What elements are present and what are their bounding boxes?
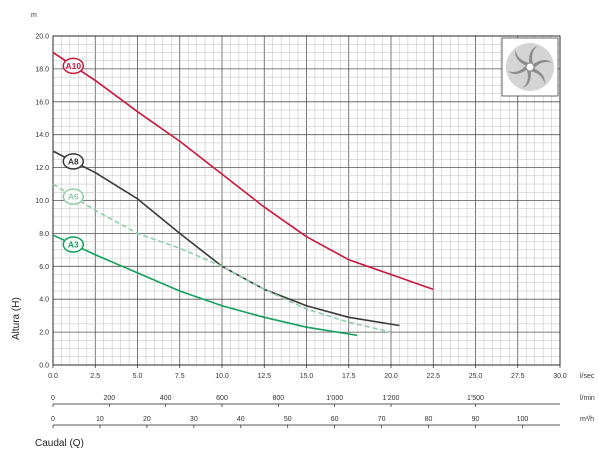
series-line-a3 — [52, 234, 358, 337]
x-tick-label: 22.5 — [426, 373, 440, 380]
x-axis-unit-label: l/min — [580, 395, 595, 402]
impeller-hub — [525, 62, 535, 72]
x-tick-label: 10.0 — [215, 373, 229, 380]
x-tick-label: 50 — [284, 416, 292, 423]
y-tick-label: 8.0 — [39, 231, 49, 238]
x-tick-label: 30.0 — [553, 373, 567, 380]
series-line-a10 — [52, 51, 434, 291]
x-tick-label: 0 — [51, 416, 55, 423]
y-tick-label: 10.0 — [35, 198, 49, 205]
x-tick-label: 0.0 — [48, 373, 58, 380]
series-label-bubble — [62, 57, 85, 75]
x-tick-label: 60 — [331, 416, 339, 423]
x-tick-label: 400 — [160, 395, 172, 402]
x-tick-label: 20.0 — [384, 373, 398, 380]
x-tick-label: 70 — [378, 416, 386, 423]
x-tick-label: 40 — [237, 416, 245, 423]
impeller-blade — [529, 45, 538, 68]
x-tick-label: 25.0 — [469, 373, 483, 380]
series-label-bubble — [62, 188, 85, 205]
series-label-text: A3 — [68, 240, 79, 250]
x-tick-label: 15.0 — [300, 373, 314, 380]
y-tick-label: 12.0 — [35, 165, 49, 172]
x-tick-label: 5.0 — [133, 373, 143, 380]
x-tick-label: 10 — [96, 416, 104, 423]
x-tick-label: 1'000 — [326, 395, 343, 402]
x-tick-label: 2.5 — [90, 373, 100, 380]
x-axis-unit-label: m³/h — [580, 416, 594, 423]
series-label-bubble — [62, 236, 85, 253]
x-tick-label: 7.5 — [175, 373, 185, 380]
x-tick-label: 12.5 — [257, 373, 271, 380]
x-tick-label: 200 — [103, 395, 115, 402]
grid — [52, 35, 561, 366]
series-labels: A10 A8 A6 A3 — [62, 57, 85, 253]
x-tick-label: 90 — [472, 416, 480, 423]
impeller-blade — [515, 49, 533, 67]
x-tick-label: 80 — [425, 416, 433, 423]
y-tick-label: 18.0 — [35, 66, 49, 73]
y-tick-label: 20.0 — [35, 34, 49, 41]
series-label-text: A10 — [65, 61, 81, 71]
impeller-icon — [501, 37, 559, 97]
series-label-text: A6 — [68, 192, 79, 202]
series-label-bubble — [62, 153, 85, 170]
x-axis-title: Caudal (Q) — [35, 438, 84, 449]
x-axis-unit-label: l/sec — [580, 373, 595, 380]
series-lines — [52, 51, 434, 337]
x-tick-label: 17.5 — [342, 373, 356, 380]
x-tick-label: 1'500 — [467, 395, 484, 402]
y-tick-labels: 0.0 2.0 4.0 6.0 8.0 10.0 12.0 14.0 16.0 18.0 20.0 — [35, 34, 49, 370]
y-unit-label: m — [31, 12, 37, 19]
x-tick-label: 600 — [216, 395, 228, 402]
impeller-blade — [522, 66, 531, 89]
y-axis-title: Altura (H) — [11, 297, 22, 340]
x-tick-label: 20 — [143, 416, 151, 423]
x-tick-label: 0 — [51, 395, 55, 402]
series-label-text: A8 — [68, 156, 79, 166]
y-tick-label: 2.0 — [39, 330, 49, 337]
x-tick-label: 30 — [190, 416, 198, 423]
y-tick-label: 16.0 — [35, 99, 49, 106]
x-tick-label: 27.5 — [511, 373, 525, 380]
x-tick-label: 1'200 — [383, 395, 400, 402]
y-tick-label: 6.0 — [39, 264, 49, 271]
y-tick-label: 4.0 — [39, 297, 49, 304]
y-tick-label: 0.0 — [39, 363, 49, 370]
x-tick-label: 100 — [517, 416, 529, 423]
x-tick-label: 800 — [272, 395, 284, 402]
y-tick-label: 14.0 — [35, 132, 49, 139]
series-line-a6 — [52, 183, 392, 333]
x-axes: 0.0 2.5 5.0 7.5 10.0 12.5 15.0 17.5 20.0 22.5 25.0… — [48, 365, 595, 428]
impeller-blade — [527, 67, 545, 85]
